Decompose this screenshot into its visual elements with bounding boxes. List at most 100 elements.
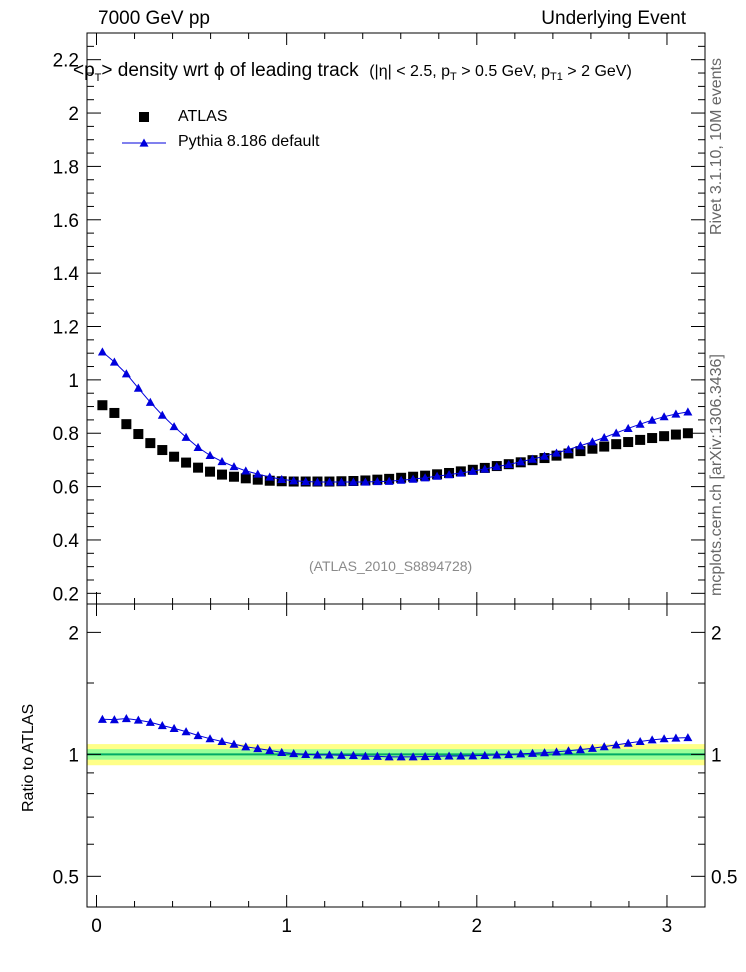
rivet-version-label: Rivet 3.1.10, 10M events [708,58,725,235]
title-cuts-c: > 2 GeV) [562,63,632,80]
ratio-pythia-point [671,733,681,742]
ratio-pythia-point [611,740,621,749]
legend-pythia-marker [139,138,149,147]
atlas-data-point [217,469,228,480]
atlas-data-point [563,448,574,459]
ratio-pythia-point [492,750,502,759]
ratio-pythia-point [193,731,203,740]
ratio-y-tick-label-right: 1 [711,745,722,766]
ratio-pythia-point [432,751,442,760]
pythia-point [336,477,346,486]
pythia-point [480,464,490,473]
ratio-pythia-point [205,734,215,743]
pythia-point [575,441,585,450]
ratio-pythia-point [551,747,561,756]
title-cuts-sub1: T [450,71,457,84]
analysis-id-watermark: (ATLAS_2010_S8894728) [309,558,473,574]
ratio-pythia-point [623,738,633,747]
atlas-data-point [587,443,598,454]
atlas-data-point [635,434,646,445]
atlas-data-point [228,471,239,482]
pythia-point [348,477,358,486]
ratio-pythia-point [408,752,418,761]
mcplots-reference-label: mcplots.cern.ch [arXiv:1306.3436] [708,354,725,596]
pythia-point [683,407,693,416]
ratio-pythia-point [145,717,155,726]
atlas-data-point [181,457,192,468]
title-cuts-a: (|η| < 2.5, p [369,63,451,80]
header-energy: 7000 GeV pp [98,8,210,29]
main-y-tick-label: 0.6 [53,478,79,499]
plot-title: <pT> density wrt ϕ of leading track (|η|… [73,60,632,84]
pythia-point [241,466,251,475]
ratio-pythia-point [97,714,107,723]
ratio-pythia-point [133,715,143,724]
pythia-point [492,462,502,471]
ratio-pythia-point [599,742,609,751]
pythia-point [277,474,287,483]
title-main-pre: <p [73,60,95,81]
pythia-point [205,450,215,459]
ratio-pythia-point [563,746,573,755]
pythia-point [408,474,418,483]
pythia-point [504,459,514,469]
ratio-pythia-point [241,742,251,751]
atlas-data-point [240,473,251,484]
title-main-post: > density wrt ϕ of leading track [101,60,359,81]
ratio-y-axis-label: Ratio to ATLAS [20,703,37,812]
ratio-pythia-point [265,745,275,754]
pythia-point [396,475,406,484]
pythia-point [540,451,550,460]
main-y-tick-label: 1.4 [53,264,80,285]
atlas-data-point [647,433,658,444]
pythia-point [301,477,311,486]
ratio-pythia-point [360,751,370,760]
atlas-data-point [575,446,586,457]
atlas-data-point [97,400,108,411]
ratio-pythia-point [109,715,119,724]
ratio-y-tick-label: 0.5 [53,867,79,888]
atlas-data-point [193,462,204,473]
atlas-data-point [599,441,610,452]
atlas-data-point [109,407,120,418]
pythia-point [265,472,275,481]
x-tick-label: 1 [281,916,292,937]
ratio-pythia-point [635,736,645,746]
main-y-tick-label: 1.2 [53,318,79,339]
pythia-point [623,423,633,433]
pythia-point [157,410,167,419]
title-cuts: (|η| < 2.5, pT > 0.5 GeV, pT1 > 2 GeV) [369,63,632,84]
pythia-point [671,409,681,418]
pythia-point [253,469,263,478]
pythia-point [360,477,370,486]
x-tick-label: 0 [91,916,102,937]
ratio-pythia-point [516,749,526,758]
legend-atlas-marker [139,112,149,122]
atlas-data-point [169,451,180,462]
x-tick-label: 3 [662,916,673,937]
pythia-point [563,445,573,454]
atlas-data-point [205,466,216,477]
ratio-pythia-point [384,752,394,761]
ratio-pythia-point [683,733,693,742]
ratio-pythia-point [396,752,406,761]
ratio-pythia-point [277,747,287,757]
legend-label-pythia: Pythia 8.186 default [178,133,320,150]
main-y-tick-label: 2 [68,104,79,125]
ratio-pythia-point [647,735,657,744]
pythia-point [587,437,597,446]
main-y-tick-label: 2.2 [53,51,79,72]
pythia-point [647,415,657,424]
pythia-point [229,462,239,471]
x-tick-label: 2 [472,916,483,937]
atlas-data-point [670,429,681,440]
pythia-point [384,476,394,485]
pythia-point [659,412,669,421]
pythia-point [217,457,227,466]
ratio-pythia-point [336,750,346,759]
atlas-data-point [682,428,693,439]
title-main-sub: T [94,71,102,84]
main-y-tick-label: 1.6 [53,211,79,232]
pythia-point [599,433,609,442]
ratio-plot-frame [86,603,706,908]
